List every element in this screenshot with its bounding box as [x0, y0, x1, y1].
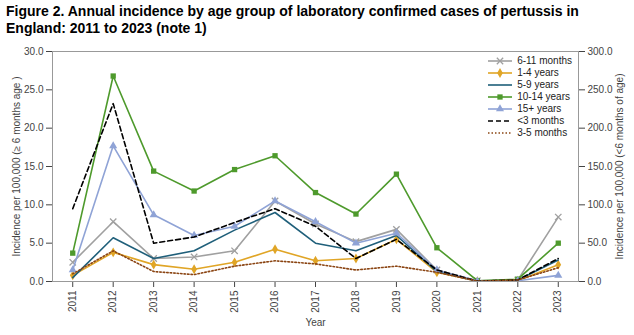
- svg-text:2022: 2022: [512, 290, 523, 313]
- svg-text:2019: 2019: [391, 290, 402, 313]
- svg-text:2013: 2013: [148, 290, 159, 313]
- html-text:<3 months: <3 months: [517, 115, 565, 126]
- html-text:Figure 2. Annual incidence by: Figure 2. Annual incidence by age group …: [6, 3, 579, 36]
- html-text:3-5 months: 3-5 months: [517, 127, 568, 138]
- svg-text:15.0: 15.0: [24, 161, 44, 172]
- svg-text:50.0: 50.0: [588, 237, 608, 248]
- svg-text:2018: 2018: [350, 290, 361, 313]
- html-text:5-9 years: 5-9 years: [517, 79, 559, 90]
- svg-text:2015: 2015: [229, 290, 240, 313]
- svg-text:0.0: 0.0: [588, 276, 602, 287]
- svg-text:0.0: 0.0: [30, 276, 44, 287]
- svg-text:25.0: 25.0: [24, 84, 44, 95]
- svg-text:150.0: 150.0: [588, 161, 613, 172]
- svg-text:2017: 2017: [310, 290, 321, 313]
- svg-text:200.0: 200.0: [588, 122, 613, 133]
- svg-text:Year: Year: [305, 317, 326, 328]
- svg-text:2016: 2016: [269, 290, 280, 313]
- svg-text:Incidence per 100,000 (≥ 6 mon: Incidence per 100,000 (≥ 6 months age ): [11, 76, 22, 256]
- svg-text:250.0: 250.0: [588, 84, 613, 95]
- svg-text:Incidence per 100,000 (<6 mont: Incidence per 100,000 (<6 months of age): [614, 74, 625, 260]
- svg-text:2014: 2014: [188, 290, 199, 313]
- svg-text:100.0: 100.0: [588, 199, 613, 210]
- svg-text:20.0: 20.0: [24, 122, 44, 133]
- svg-text:10.0: 10.0: [24, 199, 44, 210]
- svg-text:2011: 2011: [67, 290, 78, 312]
- svg-text:5.0: 5.0: [30, 237, 44, 248]
- svg-text:2021: 2021: [472, 290, 483, 313]
- html-text:10-14 years: 10-14 years: [517, 91, 570, 102]
- svg-text:300.0: 300.0: [588, 46, 613, 57]
- svg-text:2020: 2020: [431, 290, 442, 313]
- svg-text:2023: 2023: [552, 290, 563, 313]
- html-text:1-4 years: 1-4 years: [517, 67, 559, 78]
- html-text:15+ years: 15+ years: [517, 103, 562, 114]
- svg-text:30.0: 30.0: [24, 46, 44, 57]
- html-text:6-11 months: 6-11 months: [517, 55, 572, 66]
- svg-text:2012: 2012: [107, 290, 118, 313]
